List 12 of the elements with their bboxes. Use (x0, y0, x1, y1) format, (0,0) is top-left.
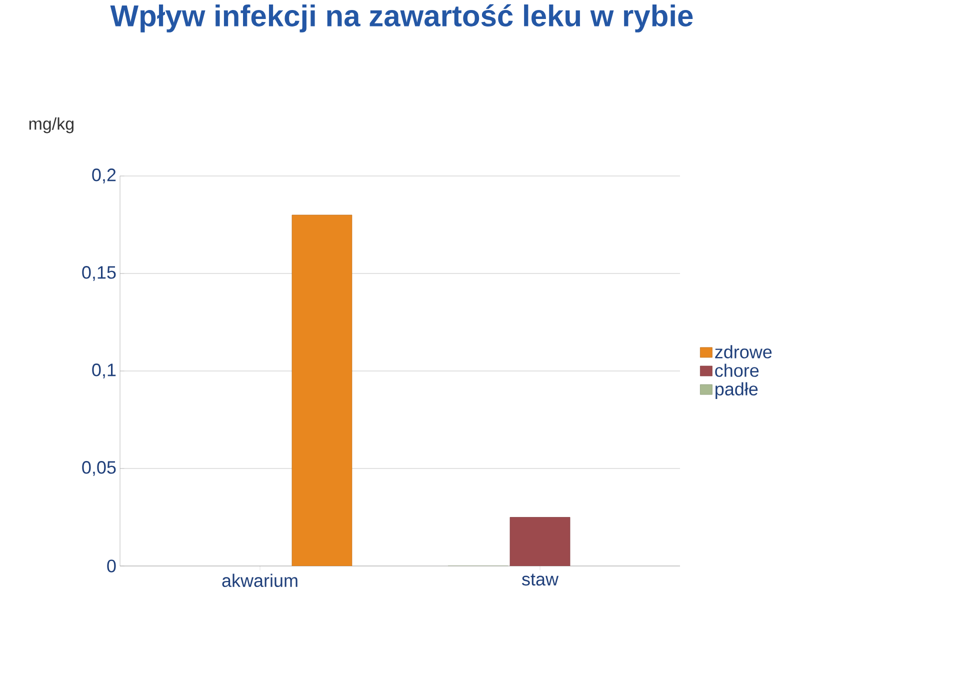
legend-label: chore (715, 364, 759, 377)
y-axis-title: mg/kg (29, 117, 74, 134)
x-tick-label: akwarium (222, 574, 298, 588)
chart-title: Wpływ infekcji na zawartość leku w rybie (110, 4, 693, 32)
y-tick-label: 0,2 (92, 168, 116, 184)
legend-label: zdrowe (715, 345, 772, 358)
y-tick-label: 0 (107, 560, 116, 572)
y-tick-label: 0,05 (82, 461, 116, 476)
y-tick-label: 0,15 (82, 266, 116, 281)
legend-label: padłe (716, 382, 758, 400)
x-tick-label: staw (522, 574, 559, 586)
y-tick-label: 0,1 (92, 364, 116, 378)
